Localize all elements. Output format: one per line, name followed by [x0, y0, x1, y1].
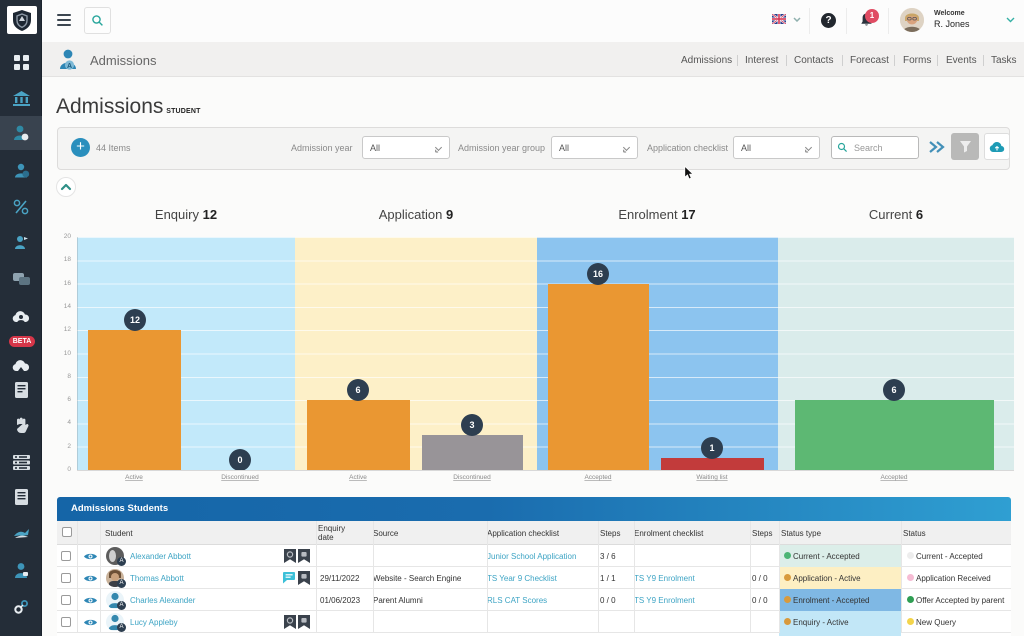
svg-text:A: A — [67, 63, 72, 70]
